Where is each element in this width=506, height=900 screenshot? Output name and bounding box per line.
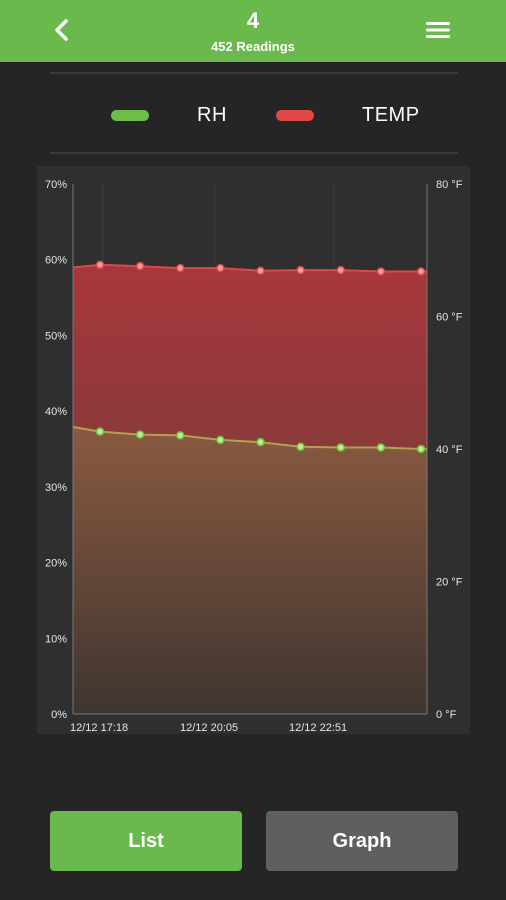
- legend-item-temp: TEMP: [276, 100, 420, 130]
- legend-swatch-temp: [276, 109, 314, 121]
- divider-top: [50, 72, 458, 74]
- rh-point-4: [256, 437, 265, 447]
- temp-point-0: [95, 260, 105, 270]
- rh-point-6: [336, 443, 345, 452]
- legend-item-rh: RH: [111, 100, 227, 130]
- y-right-tick-2: 40 °F: [436, 444, 463, 456]
- rh-point-2: [176, 431, 185, 440]
- temp-point-2: [176, 263, 185, 273]
- legend-label-rh: RH: [197, 103, 227, 126]
- rh-temp-chart: 0% 10% 20% 30% 40% 50% 60% 70% 0 °F 20 °F 40 °F 60 …: [45, 179, 463, 734]
- y-left-tick-6: 60%: [45, 255, 67, 267]
- legend-label-temp: TEMP: [362, 103, 420, 126]
- y-right-tick-1: 20 °F: [436, 577, 463, 589]
- rh-point-1: [135, 430, 145, 439]
- temp-point-6: [336, 265, 345, 275]
- y-left-tick-2: 20%: [45, 558, 67, 570]
- rh-point-3: [216, 435, 225, 445]
- x-tick-0: 12/12 17:18: [70, 722, 128, 734]
- rh-point-7: [376, 443, 386, 452]
- temp-point-7: [376, 267, 386, 276]
- legend-swatch-rh: [111, 109, 149, 121]
- y-left-tick-5: 50%: [45, 330, 67, 342]
- chart-panel: 0% 10% 20% 30% 40% 50% 60% 70% 0 °F 20 °F 40 °F 60 …: [37, 166, 470, 734]
- graph-tab-button[interactable]: Graph: [266, 811, 458, 871]
- rh-point-8: [416, 444, 426, 454]
- temp-point-5: [296, 265, 305, 275]
- chevron-left-icon: [55, 19, 68, 41]
- y-left-tick-7: 70%: [45, 179, 67, 191]
- y-left-tick-0: 0%: [51, 709, 67, 721]
- back-button[interactable]: [44, 12, 80, 48]
- y-left-tick-1: 10%: [45, 633, 67, 645]
- temp-point-4: [256, 266, 265, 276]
- rh-point-5: [296, 442, 305, 451]
- x-tick-1: 12/12 20:05: [180, 722, 238, 734]
- divider-bottom: [50, 152, 458, 154]
- hamburger-menu-icon: [426, 22, 450, 38]
- page-title: 4: [246, 8, 260, 33]
- rh-area: [73, 427, 427, 714]
- y-right-tick-4: 80 °F: [436, 179, 463, 191]
- temp-point-1: [135, 261, 145, 271]
- readings-count: 452 Readings: [211, 39, 295, 54]
- y-left-tick-3: 30%: [45, 482, 67, 494]
- app-header: 4 452 Readings: [0, 0, 506, 62]
- menu-button[interactable]: [420, 12, 456, 48]
- temp-area: [73, 264, 427, 449]
- x-tick-2: 12/12 22:51: [289, 722, 347, 734]
- y-right-tick-3: 60 °F: [436, 312, 463, 324]
- list-tab-button[interactable]: List: [50, 811, 242, 871]
- y-left-tick-4: 40%: [45, 406, 67, 418]
- temp-point-8: [416, 267, 426, 276]
- rh-point-0: [95, 427, 105, 436]
- temp-point-3: [216, 263, 225, 273]
- y-right-tick-0: 0 °F: [436, 709, 457, 721]
